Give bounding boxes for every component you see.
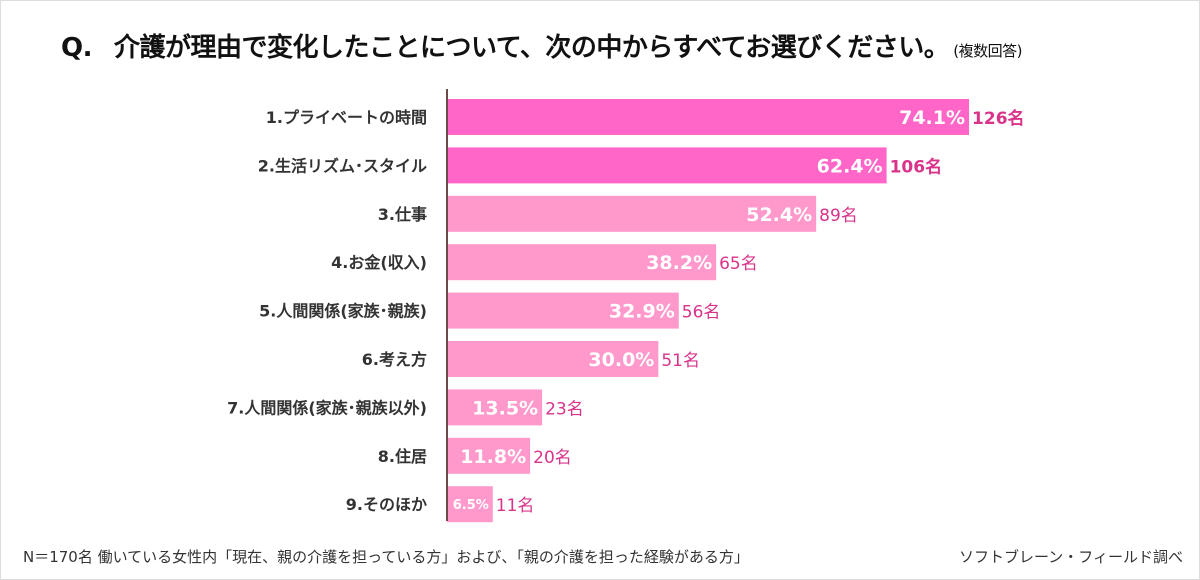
count-label: 56名 [682,303,721,323]
value-label: 74.1% [899,107,965,129]
value-label: 32.9% [609,301,675,323]
count-label: 126名 [972,108,1024,129]
value-label: 52.4% [746,204,812,226]
bar [447,147,887,184]
value-label: 13.5% [472,397,538,419]
value-label: 30.0% [588,349,654,371]
bar [447,244,717,281]
count-label: 106名 [890,156,943,177]
category-label: 3.仕事 [378,205,427,224]
count-label: 20名 [533,448,572,468]
chart-title: Q. 介護が理由で変化したことについて、次の中からすべてお選びください。 (複数回答… [61,27,1022,64]
category-label: 2.生活リズム･スタイル [258,156,427,175]
bar [447,99,970,135]
question-prefix: Q. [61,33,92,63]
count-label: 89名 [819,206,858,226]
count-label: 23名 [545,399,584,419]
value-label: 6.5% [453,498,489,513]
category-label: 4.お金(収入) [331,253,427,272]
count-label: 51名 [661,351,700,371]
bar [447,292,679,329]
value-label: 62.4% [817,155,883,177]
category-label: 9.そのほか [346,495,427,514]
value-label: 38.2% [646,252,712,274]
category-label: 5.人間関係(家族･親族) [259,302,427,321]
category-label: 1.プライベートの時間 [266,108,427,127]
chart-subtitle: (複数回答) [953,42,1022,60]
category-label: 8.住居 [378,447,427,466]
count-label: 65名 [719,254,758,274]
question-text: 介護が理由で変化したことについて、次の中からすべてお選びください。 [113,33,950,63]
category-label: 6.考え方 [362,350,427,369]
footnote: N＝170名 働いている女性内「現在、親の介護を担っている方」および、「親の介護… [23,548,749,566]
bar [447,437,531,474]
source-note: ソフトブレーン・フィールド調べ [959,548,1183,566]
bar [447,195,817,232]
value-label: 11.8% [460,446,526,468]
count-label: 11名 [496,496,535,516]
bar [447,389,543,426]
bar [447,341,659,377]
category-label: 7.人間関係(家族･親族以外) [227,398,427,417]
bar [447,486,493,523]
